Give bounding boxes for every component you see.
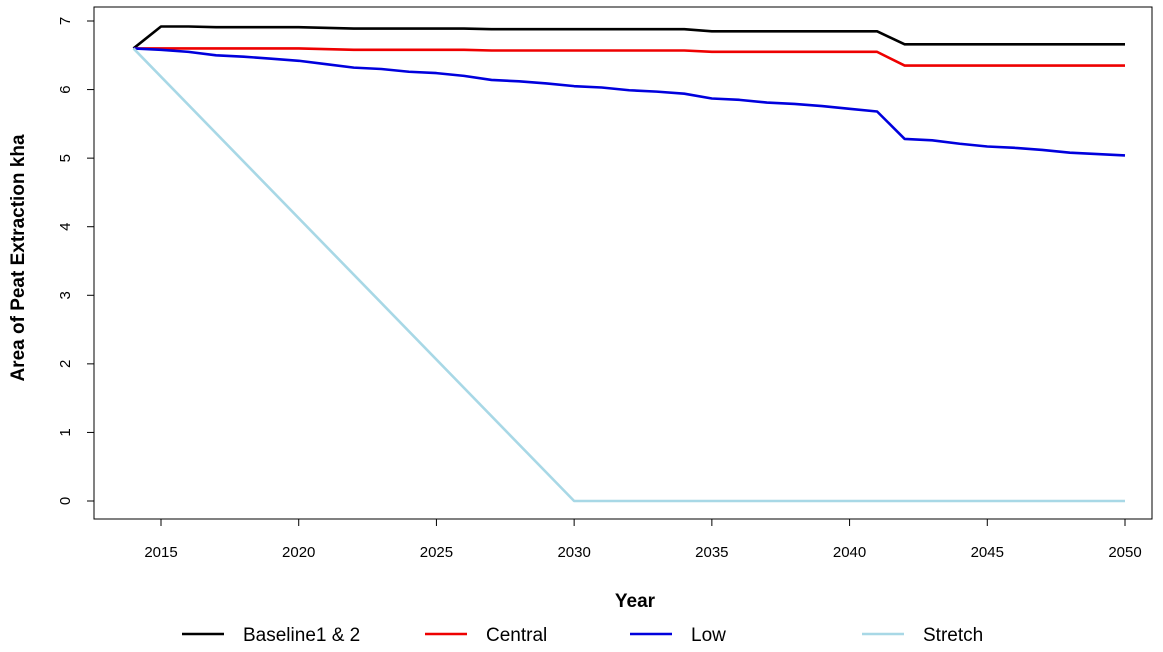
y-tick-label: 6 [57, 85, 74, 93]
y-tick-label: 1 [57, 428, 74, 436]
y-axis-title: Area of Peat Extraction kha [8, 134, 29, 382]
series-line-2 [133, 47, 1126, 157]
x-tick-label: 2020 [282, 544, 315, 561]
legend-label-3: Stretch [923, 625, 983, 646]
series-line-1 [133, 47, 1125, 67]
y-tick-label: 0 [57, 497, 74, 505]
x-tick-label: 2045 [971, 544, 1004, 561]
y-tick-label: 5 [57, 154, 74, 162]
chart-axes: 2015 2020 2025 2030 2035 2040 2045 2050 0 1 2 3 4 5 6 7 [57, 6, 1153, 561]
x-tick-label: 2030 [557, 544, 590, 561]
chart-legend: Baseline1 & 2 Central Low Stretch [182, 625, 983, 646]
y-tick-label: 2 [57, 360, 74, 368]
series-line-3 [132, 47, 1125, 503]
x-tick-label: 2025 [420, 544, 453, 561]
y-tick-label: 7 [57, 17, 74, 25]
chart-series-lines [132, 25, 1126, 503]
plot-frame [93, 6, 1153, 520]
legend-label-2: Low [691, 625, 726, 646]
legend-label-0: Baseline1 & 2 [243, 625, 360, 646]
x-tick-label: 2050 [1108, 544, 1141, 561]
x-axis-title: Year [615, 591, 656, 612]
x-tick-label: 2035 [695, 544, 728, 561]
x-tick-label: 2015 [144, 544, 177, 561]
legend-label-1: Central [486, 625, 547, 646]
x-tick-label: 2040 [833, 544, 866, 561]
series-line-0 [132, 25, 1125, 50]
y-tick-label: 3 [57, 291, 74, 299]
y-tick-label: 4 [57, 223, 74, 231]
